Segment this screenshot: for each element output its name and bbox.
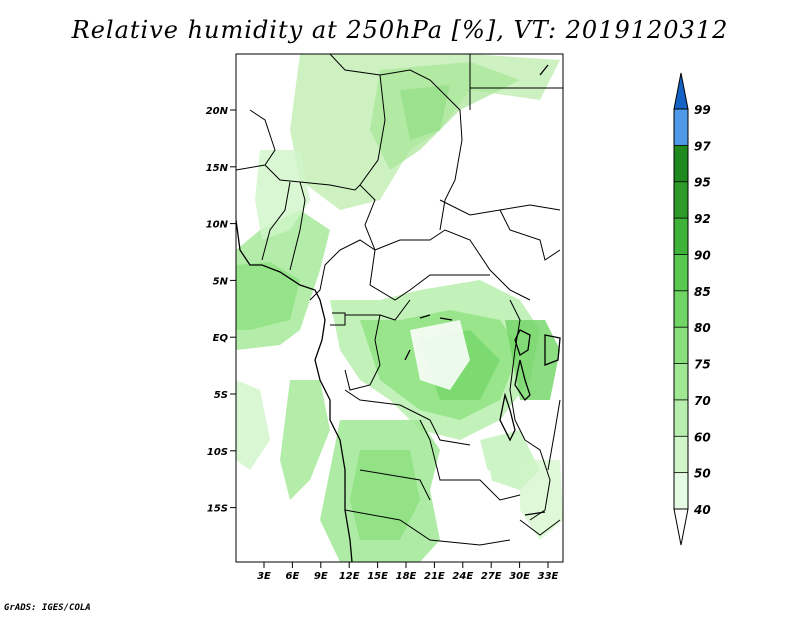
- lon-tick-label: 12E: [339, 571, 360, 582]
- lat-tick-label: 15N: [206, 163, 229, 174]
- colorbar-legend: 40 50 60 70 75 80 85 90 92 95 97 99: [673, 72, 711, 546]
- grads-credit: GrADS: IGES/COLA: [4, 603, 91, 613]
- colorbar-label: 92: [694, 212, 711, 226]
- lon-tick-label: 24E: [452, 571, 473, 582]
- lon-tick-label: 9E: [314, 571, 328, 582]
- latitude-axis: 20N 15N 10N 5N EQ 5S 10S 15S: [206, 106, 236, 515]
- lat-tick-label: 5N: [213, 276, 229, 287]
- lon-tick-label: 30E: [509, 571, 530, 582]
- lat-tick-label: 15S: [207, 504, 228, 515]
- colorbar-label: 90: [694, 248, 711, 262]
- coastlines: [236, 64, 561, 562]
- lon-tick-label: 6E: [286, 571, 300, 582]
- lon-tick-label: 27E: [481, 571, 502, 582]
- colorbar-segment: [674, 145, 688, 182]
- colorbar-label: 75: [694, 358, 711, 372]
- lat-tick-label: 20N: [206, 106, 229, 117]
- lat-tick-label: 10S: [207, 447, 228, 458]
- lat-tick-label: EQ: [213, 333, 229, 344]
- lon-tick-label: 3E: [257, 571, 271, 582]
- colorbar-segment: [674, 181, 688, 219]
- lon-tick-label: 15E: [367, 571, 388, 582]
- colorbar-segment: [674, 363, 688, 400]
- colorbar-segment: [674, 218, 688, 255]
- lat-tick-label: 10N: [206, 220, 229, 231]
- colorbar-label: 99: [694, 103, 711, 117]
- lon-tick-label: 18E: [396, 571, 417, 582]
- humidity-field: [236, 54, 563, 562]
- colorbar-segment: [674, 109, 688, 146]
- longitude-axis: 3E 6E 9E 12E 15E 18E 21E 24E 27E 30E 33E: [257, 562, 559, 582]
- colorbar-label: 85: [694, 285, 711, 299]
- lat-tick-label: 5S: [214, 390, 228, 401]
- colorbar-segment: [674, 472, 688, 509]
- map-frame: [235, 53, 564, 563]
- colorbar-label: 97: [694, 139, 711, 153]
- colorbar-label: 95: [694, 176, 711, 190]
- country-borders: [236, 54, 563, 546]
- colorbar-label: 60: [694, 430, 711, 444]
- colorbar-high-arrow: [673, 72, 689, 110]
- colorbar-segment: [674, 327, 688, 364]
- chart-title: Relative humidity at 250hPa [%], VT: 201…: [71, 16, 729, 44]
- colorbar-label: 40: [693, 503, 711, 517]
- colorbar-label: 50: [694, 467, 711, 481]
- lon-tick-label: 21E: [424, 571, 445, 582]
- colorbar-label: 80: [694, 321, 711, 335]
- colorbar-segment: [674, 254, 688, 291]
- colorbar-segment: [674, 399, 688, 437]
- colorbar-segment: [674, 436, 688, 473]
- colorbar-segment: [674, 290, 688, 328]
- colorbar-label: 70: [694, 394, 711, 408]
- colorbar-low-arrow: [673, 508, 689, 546]
- lon-tick-label: 33E: [538, 571, 559, 582]
